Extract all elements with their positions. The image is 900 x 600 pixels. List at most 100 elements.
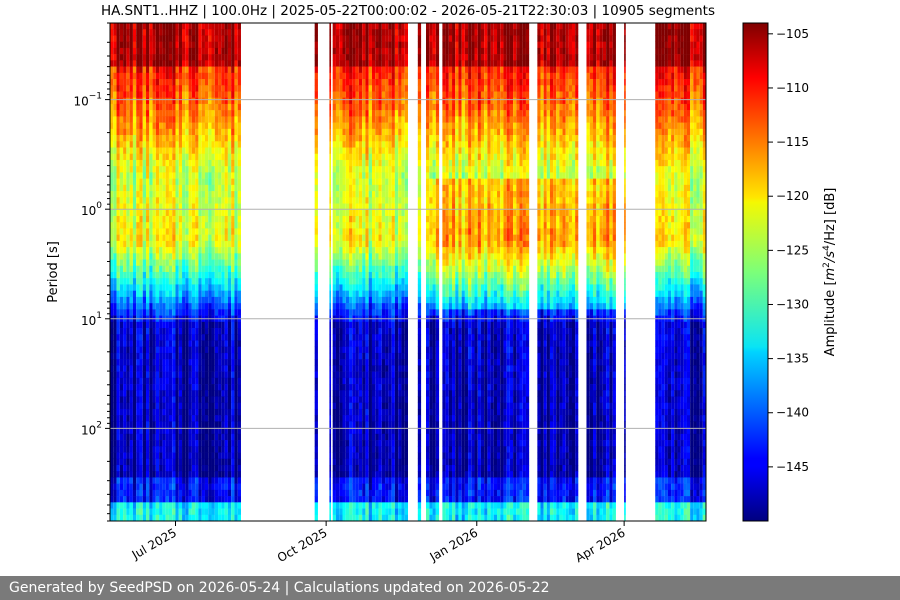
heatmap-cell — [368, 433, 372, 441]
heatmap-cell — [113, 408, 117, 416]
heatmap-cell — [349, 222, 353, 229]
heatmap-cell — [214, 303, 219, 310]
heatmap-cell — [385, 240, 389, 248]
heatmap-cell — [182, 433, 186, 441]
heatmap-cell — [314, 328, 318, 335]
heatmap-cell — [231, 415, 235, 422]
heatmap-cell — [342, 85, 346, 92]
heatmap-cell — [211, 303, 215, 310]
heatmap-cell — [345, 72, 350, 80]
heatmap-cell — [188, 29, 192, 36]
heatmap-cell — [391, 79, 395, 86]
heatmap-cell — [218, 290, 222, 298]
heatmap-cell — [132, 284, 137, 291]
heatmap-cell — [142, 23, 147, 30]
heatmap-cell — [195, 408, 199, 416]
heatmap-cell — [146, 278, 150, 285]
heatmap-cell — [139, 147, 143, 155]
heatmap-cell — [329, 184, 332, 192]
heatmap-cell — [182, 415, 186, 422]
heatmap-cell — [362, 290, 366, 298]
heatmap-cell — [155, 234, 160, 242]
heatmap-cell — [126, 147, 130, 155]
heatmap-cell — [159, 153, 163, 161]
heatmap-cell — [136, 265, 140, 273]
heatmap-cell — [188, 452, 192, 460]
heatmap-cell — [394, 29, 399, 36]
heatmap-cell — [342, 303, 346, 310]
heatmap-cell — [149, 340, 153, 347]
heatmap-cell — [352, 209, 356, 217]
heatmap-cell — [208, 128, 212, 136]
heatmap-cell — [172, 215, 176, 223]
heatmap-cell — [352, 41, 356, 49]
heatmap-cell — [113, 309, 117, 316]
heatmap-cell — [204, 408, 209, 416]
heatmap-cell — [185, 384, 189, 391]
heatmap-cell — [355, 23, 359, 30]
heatmap-cell — [365, 66, 369, 74]
heatmap-cell — [149, 215, 153, 223]
heatmap-cell — [391, 128, 395, 136]
heatmap-cell — [201, 446, 205, 453]
heatmap-cell — [182, 265, 186, 273]
heatmap-cell — [126, 309, 130, 316]
heatmap-cell — [332, 159, 336, 167]
heatmap-cell — [168, 147, 173, 155]
heatmap-cell — [132, 483, 137, 491]
heatmap-cell — [371, 203, 376, 211]
heatmap-cell — [113, 502, 117, 509]
heatmap-cell — [204, 97, 209, 105]
heatmap-cell — [165, 66, 169, 74]
heatmap-cell — [368, 458, 372, 466]
heatmap-cell — [142, 178, 147, 186]
heatmap-cell — [335, 352, 340, 360]
heatmap-cell — [314, 433, 318, 441]
heatmap-cell — [349, 452, 353, 460]
heatmap-cell — [110, 203, 114, 211]
heatmap-cell — [218, 203, 222, 211]
heatmap-cell — [237, 496, 241, 503]
heatmap-cell — [208, 265, 212, 273]
heatmap-cell — [237, 514, 241, 521]
heatmap-cell — [345, 203, 350, 211]
heatmap-cell — [224, 346, 228, 354]
heatmap-cell — [314, 440, 318, 447]
heatmap-cell — [234, 247, 238, 254]
heatmap-cell — [204, 371, 209, 379]
heatmap-cell — [231, 446, 235, 453]
heatmap-cell — [224, 390, 228, 397]
heatmap-cell — [198, 184, 202, 192]
heatmap-cell — [381, 29, 386, 36]
heatmap-cell — [188, 421, 192, 428]
heatmap-cell — [126, 35, 130, 42]
heatmap-cell — [339, 377, 343, 385]
heatmap-cell — [159, 103, 163, 111]
heatmap-cell — [110, 110, 114, 117]
heatmap-cell — [175, 29, 179, 36]
heatmap-cell — [191, 340, 196, 347]
heatmap-cell — [159, 240, 163, 248]
heatmap-cell — [342, 483, 346, 491]
heatmap-cell — [208, 334, 212, 341]
heatmap-cell — [113, 178, 117, 186]
heatmap-cell — [355, 128, 359, 136]
heatmap-cell — [314, 371, 318, 379]
heatmap-cell — [191, 408, 196, 416]
heatmap-cell — [146, 135, 150, 142]
heatmap-cell — [231, 402, 235, 410]
heatmap-cell — [342, 66, 346, 74]
heatmap-cell — [349, 340, 353, 347]
heatmap-cell — [159, 359, 163, 366]
heatmap-cell — [129, 135, 133, 142]
heatmap-cell — [355, 278, 359, 285]
heatmap-cell — [113, 209, 117, 217]
heatmap-cell — [394, 35, 399, 42]
heatmap-cell — [391, 359, 395, 366]
heatmap-cell — [185, 477, 189, 484]
heatmap-cell — [375, 60, 379, 67]
heatmap-cell — [237, 489, 241, 497]
heatmap-cell — [381, 346, 386, 354]
heatmap-cell — [155, 458, 160, 466]
heatmap-cell — [237, 446, 241, 453]
